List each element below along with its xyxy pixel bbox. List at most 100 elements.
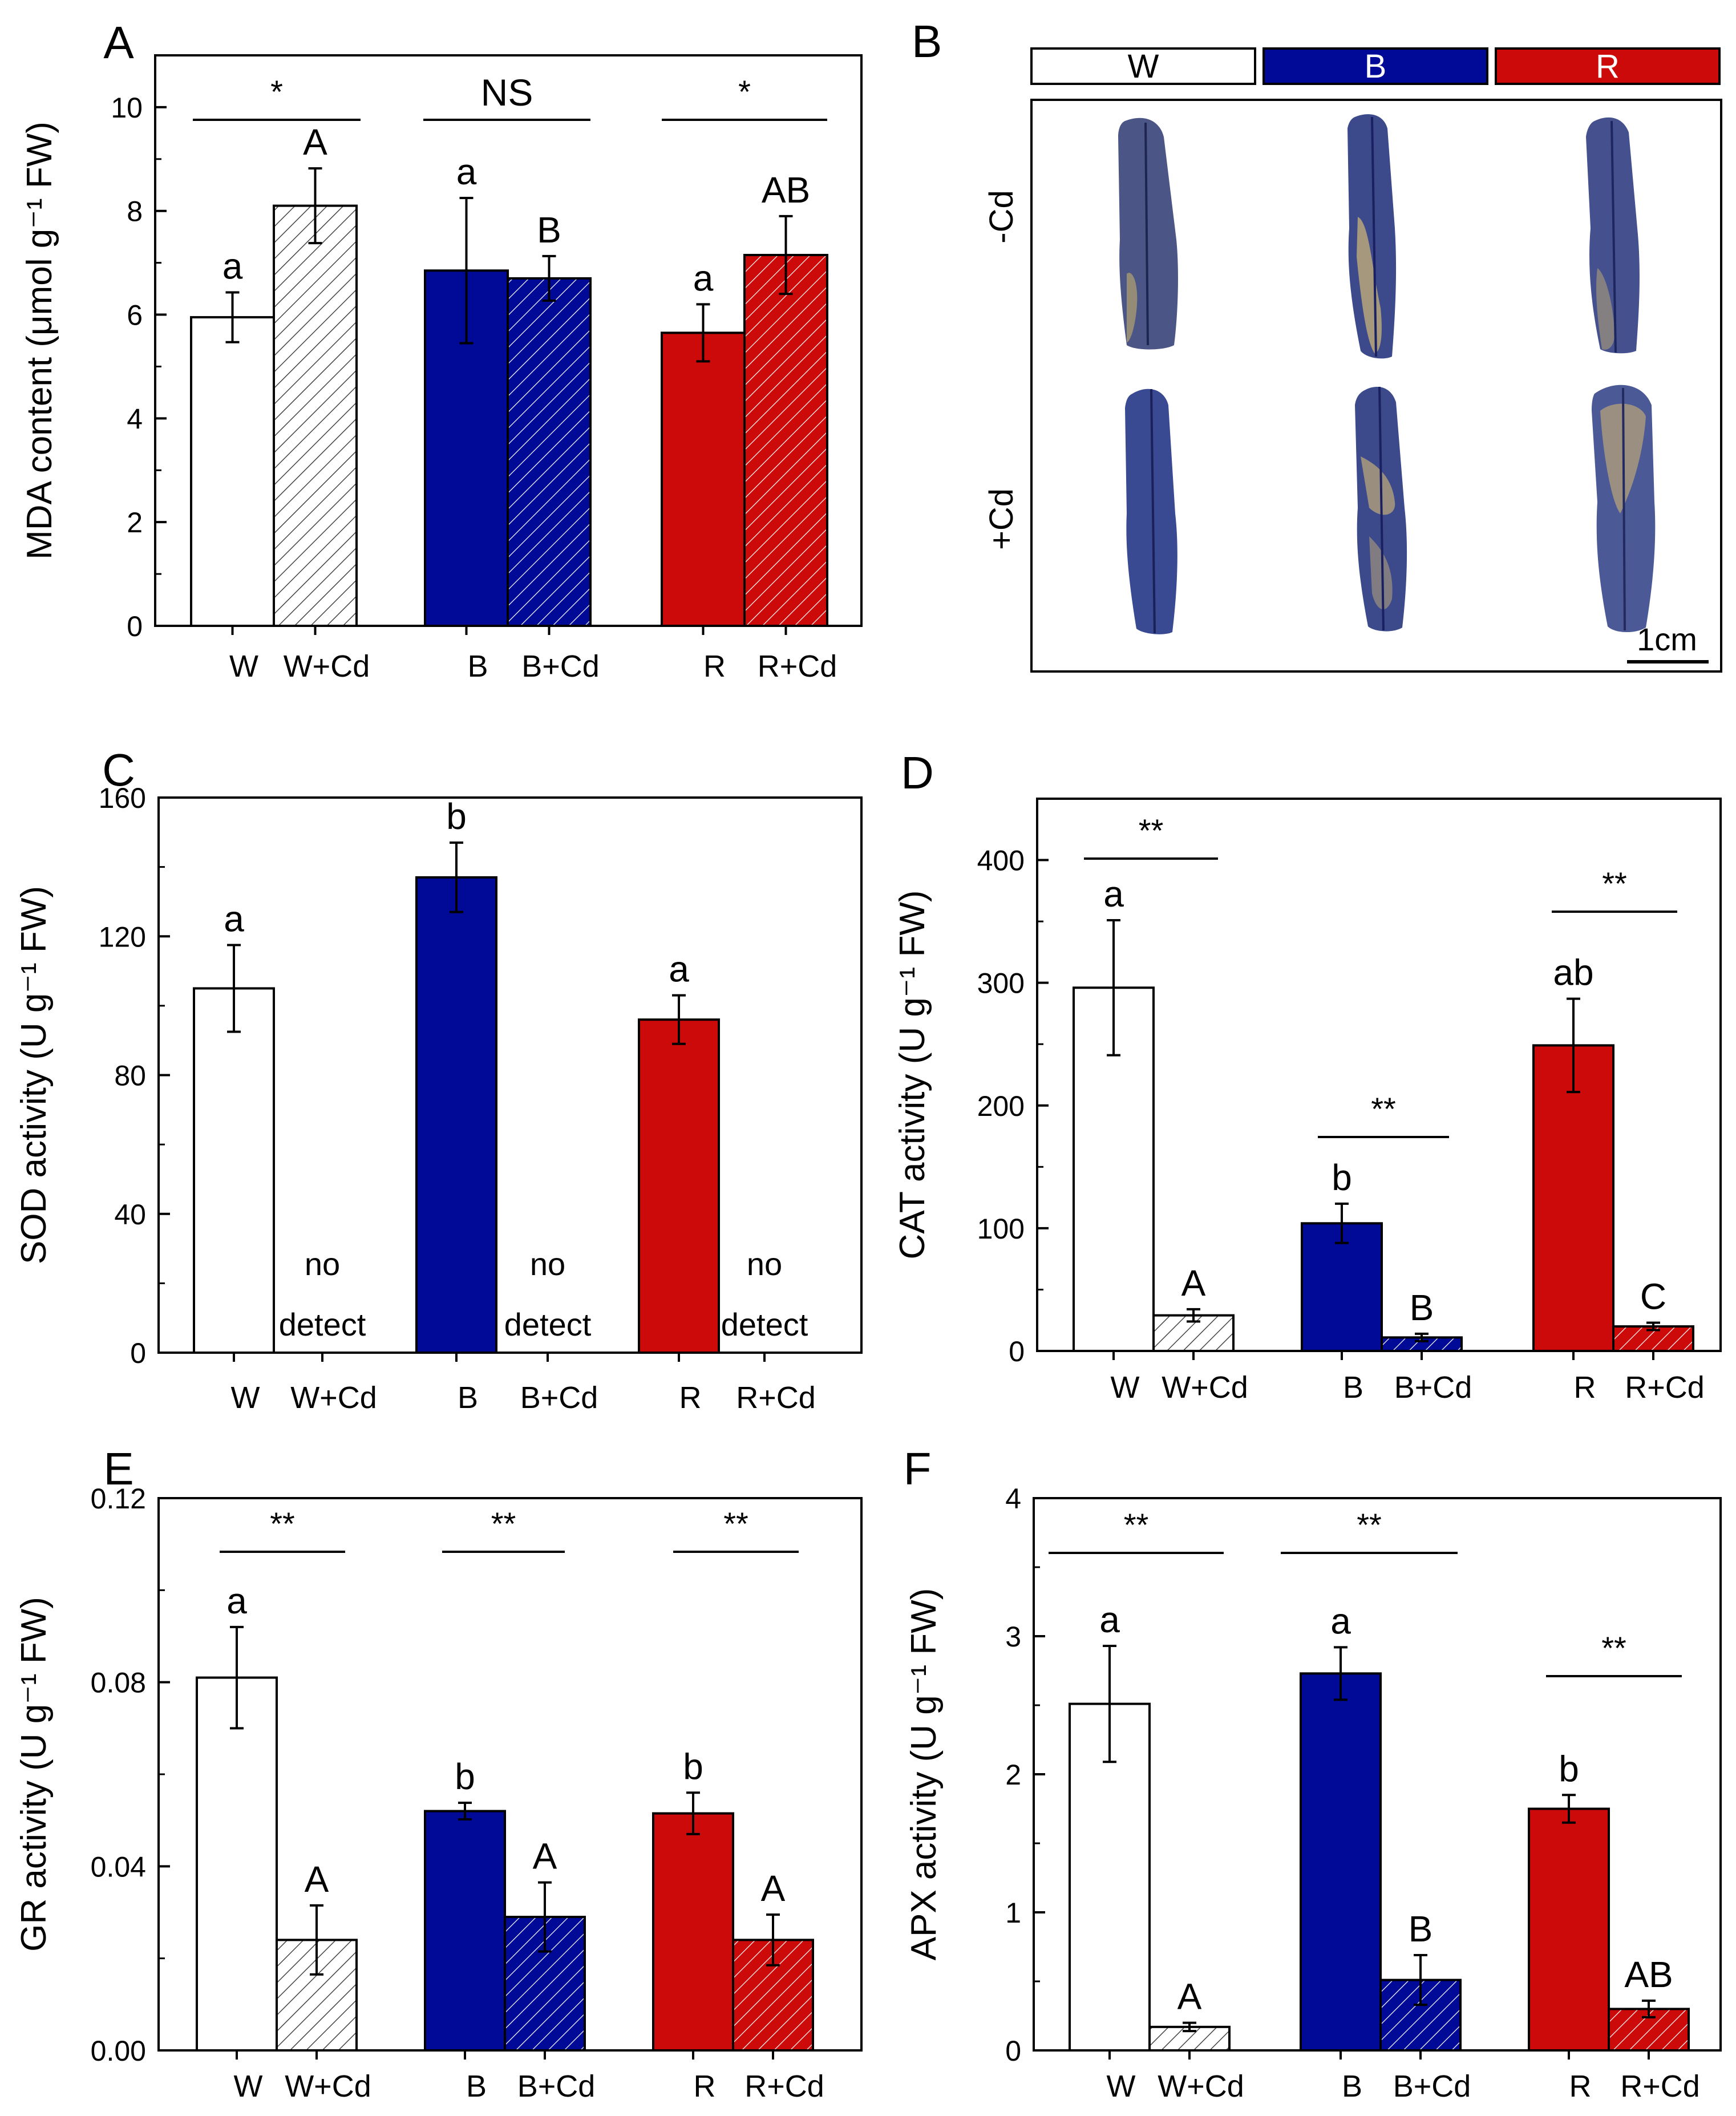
header-label-w: W (1128, 48, 1159, 85)
y-tick-label: 100 (977, 1213, 1025, 1245)
panel-c: C 0 40 80 120 160 SOD activity (U g⁻¹ FW) Wa W+C… (14, 745, 863, 1415)
x-tick-label: B (467, 649, 488, 683)
y-tick-label: 4 (1005, 1483, 1021, 1515)
significance-letter: a (1099, 1599, 1120, 1640)
significance-mark: ** (270, 1506, 295, 1542)
x-tick-label: W+Cd (290, 1381, 377, 1415)
bar-b-plus-cd (507, 277, 592, 627)
y-tick-label: 0 (1005, 2035, 1021, 2067)
significance-letter: A (533, 1836, 557, 1877)
y-tick-label: 120 (99, 921, 146, 953)
significance-mark: ** (1601, 1630, 1626, 1666)
significance-letter: AB (1624, 1954, 1673, 1995)
significance-letter: B (537, 209, 561, 250)
scale-bar-label: 1cm (1637, 621, 1697, 657)
significance-mark: ** (1124, 1507, 1149, 1543)
significance-mark: NS (481, 71, 533, 114)
x-tick-label: R+Cd (758, 649, 837, 683)
x-tick-label: R (1569, 2069, 1592, 2103)
bar-b (1300, 1672, 1382, 2052)
x-tick-label: W (229, 649, 258, 683)
bar-b (424, 1810, 506, 2052)
significance-letter: a (224, 898, 244, 939)
significance-letter: a (669, 949, 689, 990)
row-label-plus-cd: +Cd (983, 488, 1020, 550)
y-axis-label: APX activity (U g⁻¹ FW) (904, 1588, 944, 1961)
y-tick-label: 6 (127, 300, 143, 331)
panel-d: D 0 100 200 300 400 CAT activity (U g⁻¹ FW) Wa W… (893, 747, 1722, 1405)
significance-letter: A (305, 1859, 329, 1900)
x-tick-label: W (1107, 2069, 1136, 2103)
y-tick-label: 3 (1005, 1621, 1021, 1653)
x-tick-label: W+Cd (284, 649, 370, 683)
x-tick-label: W (1111, 1370, 1140, 1405)
significance-letter: a (1330, 1600, 1351, 1641)
panel-a: A 0 2 4 6 8 10 MDA content (μmol g⁻¹ FW) Wa W+Cd A… (20, 17, 863, 683)
significance-letter: ab (1553, 952, 1593, 993)
x-tick-label: B+Cd (520, 1381, 598, 1415)
x-tick-label: B (1342, 2069, 1362, 2103)
bar-w (196, 1676, 278, 2052)
significance-mark: ** (1357, 1507, 1382, 1543)
x-tick-label: W (231, 1381, 260, 1415)
header-box-r (1495, 47, 1721, 85)
row-label-minus-cd: -Cd (983, 190, 1020, 243)
leaf-b-minus-cd (1347, 114, 1397, 359)
significance-mark: ** (1602, 865, 1627, 901)
x-tick-label: B (466, 2069, 487, 2103)
leaf-w-minus-cd (1118, 118, 1178, 350)
no-detect-label: no (305, 1246, 340, 1282)
x-tick-label: W+Cd (1158, 2069, 1244, 2103)
significance-letter: a (222, 245, 243, 286)
bar-r (638, 1018, 720, 1354)
x-tick-label: B (1343, 1370, 1363, 1405)
bar-r (1532, 1044, 1614, 1352)
significance-mark: * (738, 74, 751, 110)
y-tick-label: 0.08 (91, 1667, 146, 1699)
significance-mark: ** (1139, 812, 1164, 848)
x-tick-label: R+Cd (1620, 2069, 1700, 2103)
bar-r (661, 331, 746, 627)
bar-w (190, 316, 275, 627)
significance-letter: b (683, 1746, 703, 1787)
leaf-w-plus-cd (1125, 389, 1177, 634)
y-tick-label: 2 (1005, 1759, 1021, 1791)
no-detect-label: detect (721, 1306, 808, 1342)
significance-letter: a (456, 151, 477, 192)
significance-letter: b (446, 796, 467, 837)
no-detect-label: no (747, 1246, 782, 1282)
significance-mark: ** (491, 1506, 516, 1542)
y-tick-label: 40 (114, 1199, 146, 1231)
significance-letter: a (1103, 873, 1124, 915)
y-tick-label: 0 (1009, 1336, 1025, 1367)
bar-w (193, 987, 275, 1354)
x-tick-label: R (679, 1381, 702, 1415)
panel-b: B W B R -Cd +Cd (912, 16, 1722, 673)
y-tick-label: 10 (111, 92, 143, 124)
significance-letter: b (1559, 1748, 1579, 1789)
significance-letter: C (1640, 1276, 1666, 1317)
significance-mark: ** (723, 1506, 748, 1542)
y-tick-label: 0 (130, 1337, 146, 1369)
header-label-r: R (1596, 48, 1620, 85)
x-tick-label: W+Cd (285, 2069, 371, 2103)
x-tick-label: B (458, 1381, 478, 1415)
no-detect-label: no (530, 1246, 565, 1282)
x-tick-label: W (234, 2069, 263, 2103)
y-tick-label: 2 (127, 507, 143, 539)
x-tick-label: R+Cd (744, 2069, 824, 2103)
x-tick-label: B+Cd (521, 649, 600, 683)
y-tick-label: 0.04 (91, 1851, 146, 1883)
header-box-w (1030, 47, 1256, 85)
significance-letter: B (1410, 1287, 1434, 1328)
panel-letter-c: C (102, 745, 135, 795)
y-tick-label: 400 (977, 845, 1025, 877)
y-tick-label: 4 (127, 403, 143, 435)
y-tick-label: 80 (114, 1060, 146, 1092)
x-tick-label: B+Cd (1394, 1370, 1472, 1405)
significance-letter: a (693, 257, 714, 298)
x-tick-label: R (694, 2069, 716, 2103)
